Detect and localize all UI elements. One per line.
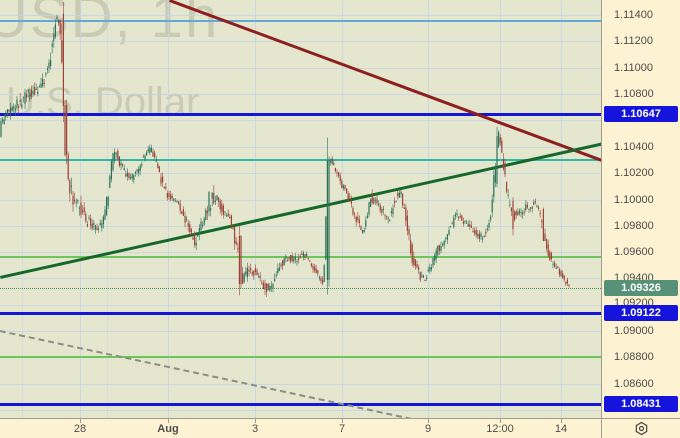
- v-gridline: [79, 0, 81, 418]
- v-gridline: [341, 0, 343, 418]
- h-gridline: [0, 277, 601, 279]
- price-level-line[interactable]: [0, 159, 601, 161]
- h-gridline: [0, 93, 601, 95]
- y-axis-label: 1.11000: [614, 62, 653, 74]
- h-gridline: [0, 225, 601, 227]
- v-gridline: [427, 0, 429, 418]
- h-gridline: [0, 383, 601, 385]
- h-gridline: [0, 14, 601, 16]
- x-axis-tick: [427, 419, 429, 423]
- y-axis-label: 1.10400: [614, 141, 654, 153]
- h-gridline: [0, 251, 601, 253]
- price-level-line[interactable]: [0, 311, 601, 315]
- y-axis-label: 1.11200: [614, 35, 653, 47]
- h-gridline: [0, 119, 601, 121]
- current-price-badge: 1.09326: [604, 280, 678, 296]
- x-axis-label: Aug: [157, 423, 179, 435]
- y-axis-label: 1.09600: [614, 246, 654, 258]
- price-level-line[interactable]: [0, 20, 601, 22]
- v-gridline-minor: [21, 0, 23, 418]
- chart-pane[interactable]: USD, 1h U.S. Dollar: [0, 0, 601, 418]
- price-level-line[interactable]: [0, 112, 601, 116]
- h-gridline: [0, 146, 601, 148]
- h-gridline: [0, 330, 601, 332]
- axis-corner: [601, 418, 680, 438]
- v-gridline: [560, 0, 562, 418]
- x-axis-label: 7: [338, 423, 346, 435]
- x-axis-tick: [79, 419, 81, 423]
- price-level-line[interactable]: [0, 356, 601, 358]
- price-level-badge: 1.10647: [604, 106, 678, 122]
- y-axis-label: 1.08600: [614, 378, 654, 390]
- candlestick-series: [0, 2, 570, 297]
- y-axis-label: 1.10800: [614, 88, 654, 100]
- h-gridline: [0, 409, 601, 411]
- h-gridline: [0, 172, 601, 174]
- x-axis-label: 3: [251, 423, 259, 435]
- y-axis-label: 1.08800: [614, 351, 654, 363]
- time-axis[interactable]: 28 Aug 3 7 9 12:00 14: [0, 418, 601, 438]
- h-gridline: [0, 199, 601, 201]
- h-gridline: [0, 67, 601, 69]
- x-axis-label: 14: [554, 423, 568, 435]
- watermark-symbol: USD, 1h: [0, 0, 220, 50]
- x-axis-tick: [254, 419, 256, 423]
- watermark-description: U.S. Dollar: [6, 80, 200, 124]
- x-axis-tick: [341, 419, 343, 423]
- y-axis-label: 1.09800: [614, 220, 654, 232]
- v-gridline: [254, 0, 256, 418]
- v-gridline: [167, 0, 169, 418]
- x-axis-tick: [167, 419, 169, 423]
- y-axis-label: 1.10200: [614, 167, 654, 179]
- x-axis-tick: [499, 419, 501, 423]
- price-axis[interactable]: 1.10647 1.09122 1.08431 1.09326 1.11400 1.112…: [601, 0, 680, 418]
- v-gridline: [499, 0, 501, 418]
- x-axis-label: 28: [73, 423, 87, 435]
- price-level-badge: 1.09122: [604, 305, 678, 321]
- x-axis-tick: [560, 419, 562, 423]
- y-axis-label: 1.09000: [614, 325, 654, 337]
- x-axis-label: 12:00: [486, 423, 514, 435]
- price-level-line[interactable]: [0, 402, 601, 406]
- h-gridline: [0, 40, 601, 42]
- price-level-badge: 1.08431: [604, 396, 678, 412]
- y-axis-label: 1.11400: [614, 9, 653, 21]
- y-axis-label: 1.10000: [614, 194, 654, 206]
- current-price-line: [0, 288, 601, 289]
- h-gridline: [0, 304, 601, 306]
- gear-icon[interactable]: [634, 421, 649, 436]
- x-axis-label: 9: [424, 423, 432, 435]
